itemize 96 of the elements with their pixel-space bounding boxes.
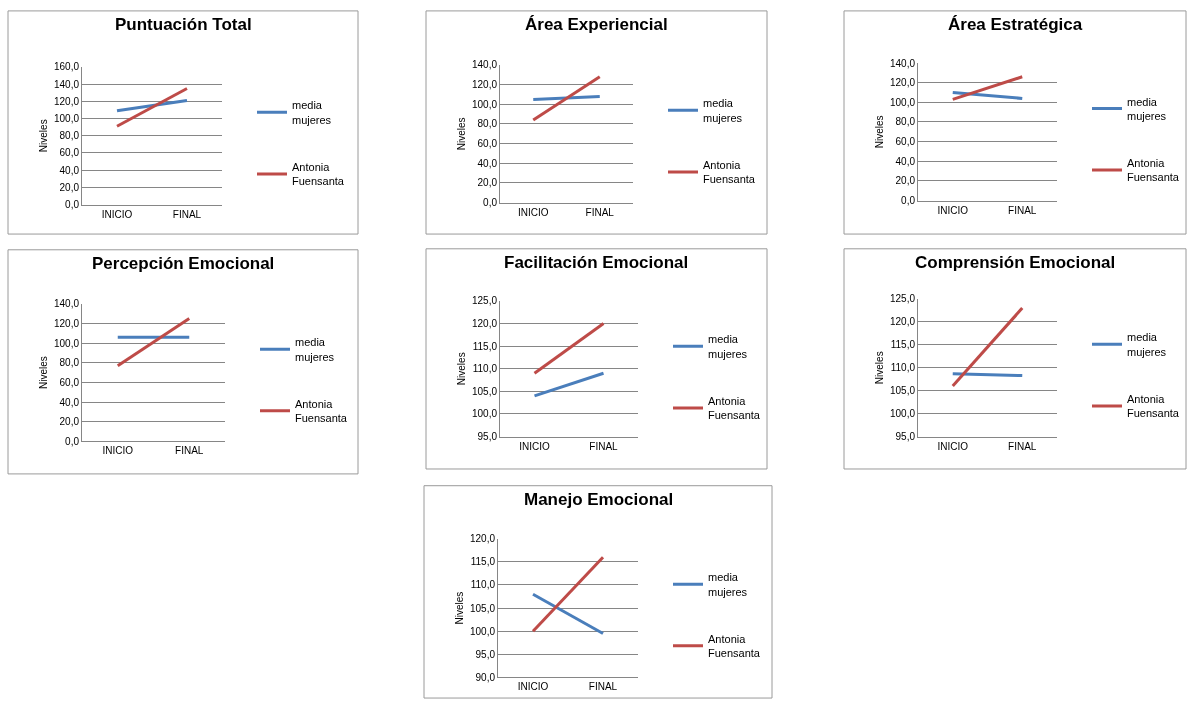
- chart-title: Área Experiencial: [525, 15, 668, 34]
- y-tick-label: 40,0: [895, 155, 916, 167]
- y-tick-label: 120,0: [471, 318, 498, 330]
- y-tick-label: 0,0: [65, 435, 80, 447]
- legend-label: media mujeres: [1127, 95, 1167, 122]
- y-tick-label: 100,0: [53, 337, 80, 349]
- chart-title: Percepción Emocional: [92, 254, 275, 273]
- x-tick-label: FINAL: [1008, 440, 1037, 452]
- y-tick-label: 100,0: [53, 113, 80, 125]
- y-tick-label: 110,0: [470, 579, 496, 591]
- y-tick-label: 20,0: [895, 175, 916, 187]
- y-tick-label: 40,0: [477, 157, 498, 169]
- y-tick-label: 60,0: [59, 376, 80, 388]
- x-tick-label: FINAL: [175, 445, 204, 457]
- y-tick-label: 20,0: [477, 177, 498, 189]
- y-axis-title: Niveles: [37, 119, 49, 153]
- y-tick-label: 140,0: [53, 78, 80, 90]
- y-tick-label: 105,0: [471, 385, 498, 397]
- legend-label: Antonia Fuensanta: [1127, 157, 1180, 184]
- y-tick-label: 20,0: [59, 181, 80, 193]
- y-tick-label: 120,0: [889, 77, 916, 89]
- y-tick-label: 100,0: [471, 408, 498, 420]
- y-tick-label: 120,0: [53, 318, 80, 330]
- y-tick-label: 105,0: [889, 385, 916, 397]
- y-tick-label: 110,0: [890, 362, 916, 374]
- y-tick-label: 95,0: [477, 431, 498, 443]
- x-tick-label: INICIO: [517, 206, 549, 218]
- x-tick-label: INICIO: [101, 208, 133, 220]
- legend-label: media mujeres: [292, 99, 332, 126]
- legend-label: Antonia Fuensanta: [292, 161, 345, 188]
- y-axis-title: Niveles: [453, 591, 465, 625]
- y-tick-label: 140,0: [53, 298, 80, 310]
- chart-title: Facilitación Emocional: [504, 253, 689, 272]
- y-axis-title: Niveles: [455, 352, 467, 386]
- y-tick-label: 80,0: [59, 357, 80, 369]
- legend-label: media mujeres: [708, 571, 748, 598]
- y-tick-label: 60,0: [895, 136, 916, 148]
- chart-title: Área Estratégica: [948, 15, 1083, 34]
- y-tick-label: 95,0: [475, 648, 496, 660]
- y-tick-label: 0,0: [65, 199, 80, 211]
- y-tick-label: 100,0: [889, 96, 916, 108]
- y-tick-label: 80,0: [895, 116, 916, 128]
- y-tick-label: 125,0: [889, 293, 916, 305]
- y-axis-title: Niveles: [873, 351, 885, 385]
- y-tick-label: 80,0: [477, 118, 498, 130]
- y-tick-label: 0,0: [901, 195, 916, 207]
- y-tick-label: 100,0: [469, 625, 496, 637]
- y-tick-label: 110,0: [472, 363, 498, 375]
- chart-title: Puntuación Total: [115, 15, 252, 34]
- x-tick-label: FINAL: [589, 440, 619, 452]
- y-tick-label: 140,0: [471, 59, 498, 71]
- legend-label: Antonia Fuensanta: [295, 397, 348, 425]
- y-tick-label: 80,0: [59, 130, 80, 142]
- y-tick-label: 100,0: [471, 98, 498, 110]
- y-tick-label: 115,0: [890, 339, 916, 351]
- x-tick-label: INICIO: [102, 445, 134, 457]
- chart-title: Manejo Emocional: [524, 490, 674, 509]
- y-tick-label: 120,0: [469, 533, 496, 545]
- y-tick-label: 95,0: [895, 431, 916, 443]
- legend-label: Antonia Fuensanta: [708, 395, 761, 422]
- y-axis-title: Niveles: [873, 115, 885, 149]
- y-tick-label: 100,0: [889, 408, 916, 420]
- y-tick-label: 140,0: [889, 57, 916, 69]
- x-tick-label: INICIO: [937, 204, 969, 216]
- legend-label: media mujeres: [1127, 331, 1167, 358]
- y-tick-label: 40,0: [59, 396, 80, 408]
- legend-label: media mujeres: [295, 336, 335, 363]
- y-tick-label: 40,0: [59, 164, 80, 176]
- x-tick-label: FINAL: [585, 206, 615, 218]
- y-tick-label: 105,0: [469, 602, 496, 614]
- y-tick-label: 120,0: [53, 95, 80, 107]
- y-tick-label: 120,0: [471, 79, 498, 91]
- x-tick-label: FINAL: [1008, 204, 1037, 216]
- y-tick-label: 0,0: [483, 197, 498, 209]
- y-tick-label: 115,0: [470, 556, 496, 568]
- legend-label: Antonia Fuensanta: [1127, 393, 1180, 420]
- x-tick-label: FINAL: [172, 208, 202, 220]
- y-tick-label: 20,0: [59, 416, 80, 428]
- y-axis-title: Niveles: [455, 117, 467, 151]
- chart-title: Comprensión Emocional: [915, 253, 1116, 272]
- y-tick-label: 90,0: [475, 671, 496, 683]
- x-tick-label: INICIO: [519, 440, 550, 452]
- y-tick-label: 125,0: [471, 295, 498, 307]
- y-tick-label: 60,0: [477, 138, 498, 150]
- legend-label: media mujeres: [708, 333, 748, 360]
- legend-label: media mujeres: [703, 97, 743, 124]
- y-tick-label: 160,0: [53, 61, 80, 73]
- x-tick-label: INICIO: [937, 440, 969, 452]
- x-tick-label: INICIO: [517, 681, 549, 693]
- y-axis-title: Niveles: [37, 356, 49, 390]
- legend-label: Antonia Fuensanta: [703, 159, 756, 186]
- legend-label: Antonia Fuensanta: [708, 632, 761, 660]
- x-tick-label: FINAL: [588, 681, 618, 693]
- y-tick-label: 115,0: [472, 340, 498, 352]
- y-tick-label: 120,0: [889, 316, 916, 328]
- y-tick-label: 60,0: [59, 147, 80, 159]
